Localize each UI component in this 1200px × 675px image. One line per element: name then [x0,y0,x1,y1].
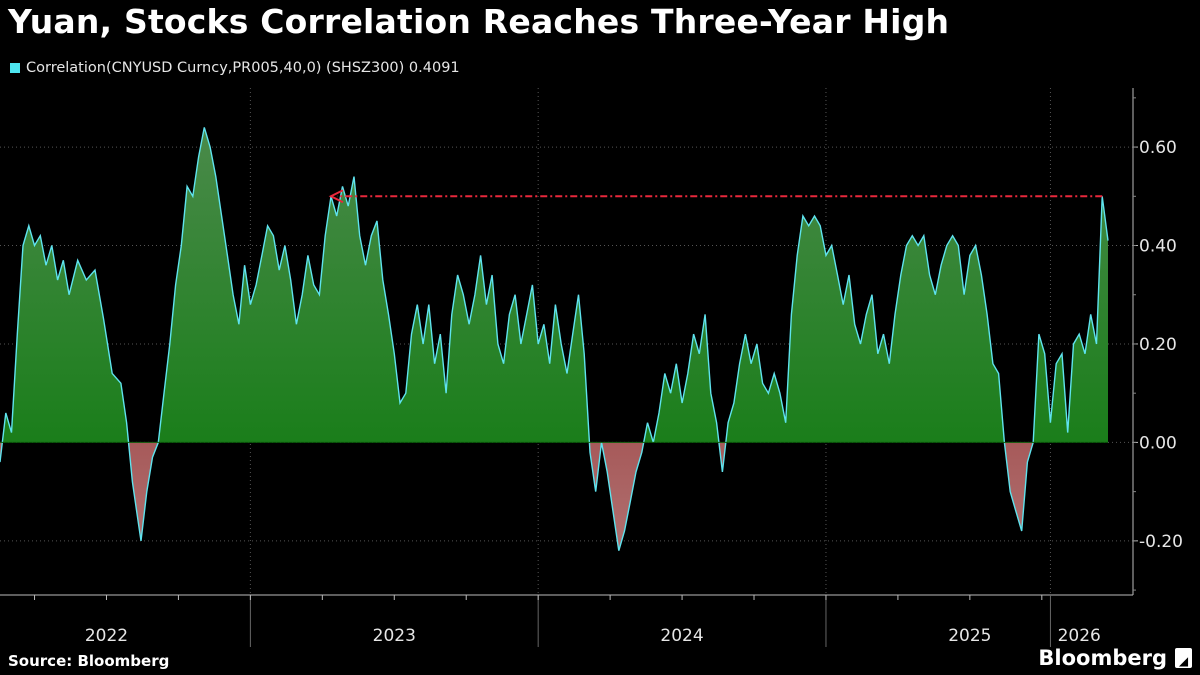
gauge-icon: ◢ [1175,648,1192,668]
y-tick-label: -0.20 [1139,532,1183,552]
y-tick-label: 0.40 [1139,237,1177,257]
x-tick-label: 2026 [1058,626,1101,646]
x-tick-label: 2023 [373,626,416,646]
x-tick-label: 2022 [85,626,128,646]
arrow-head [328,189,344,204]
source-note: Source: Bloomberg [8,652,170,670]
y-tick-label: 0.20 [1139,335,1177,355]
annotation-arrow [328,189,1103,204]
legend-label: Correlation(CNYUSD Curncy,PR005,40,0) (S… [26,60,460,76]
y-tick-label: 0.00 [1139,433,1177,453]
legend: Correlation(CNYUSD Curncy,PR005,40,0) (S… [10,60,460,76]
x-tick-label: 2025 [948,626,991,646]
brand: Bloomberg ◢ [1038,646,1192,670]
brand-name: Bloomberg [1038,646,1167,670]
positive-area [2,127,1108,443]
legend-swatch [10,63,20,73]
area-series [0,127,1109,551]
series-line [0,127,1109,551]
y-tick-label: 0.60 [1139,138,1177,158]
chart-title: Yuan, Stocks Correlation Reaches Three-Y… [8,2,950,41]
x-tick-label: 2024 [660,626,703,646]
axes: -0.20 0.00 0.20 0.40 0.60 2022 2023 2024 2025 202… [0,88,1183,647]
